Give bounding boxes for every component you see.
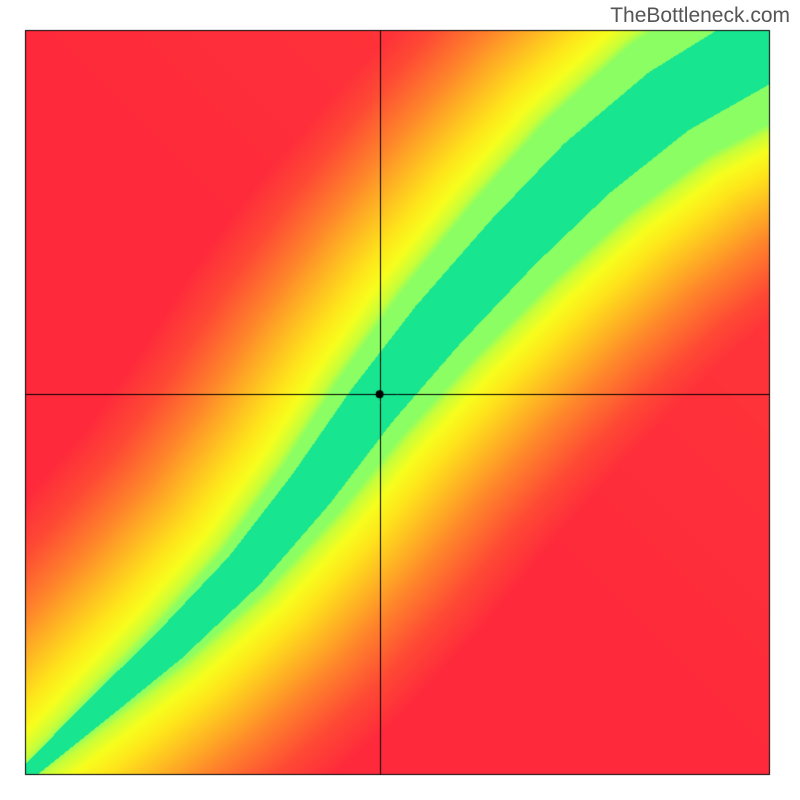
watermark-text: TheBottleneck.com [610,4,790,28]
heatmap-canvas [0,0,800,800]
chart-container: { "watermark": { "text": "TheBottleneck.… [0,0,800,800]
